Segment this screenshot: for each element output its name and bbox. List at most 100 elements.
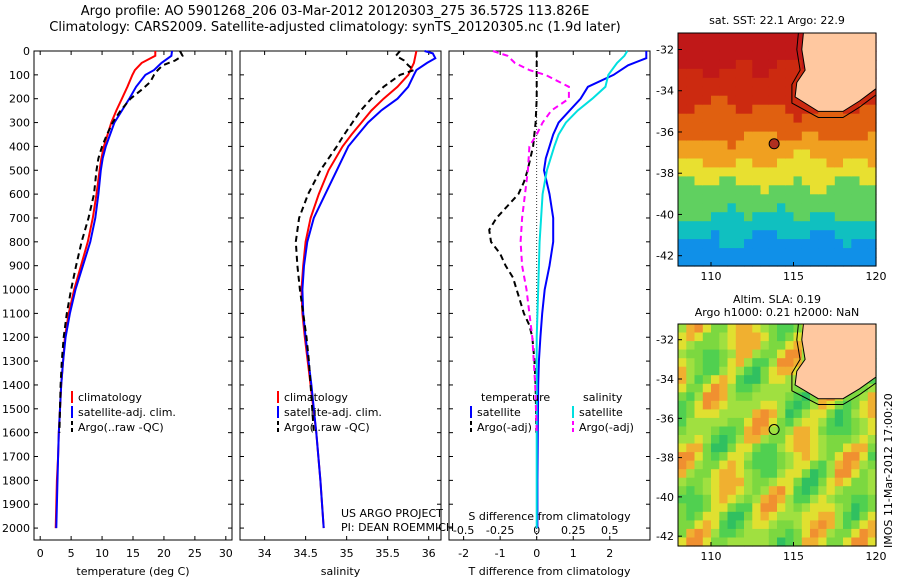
map-cell <box>859 248 869 258</box>
map-cell <box>694 59 704 70</box>
map-cell <box>810 176 819 186</box>
map-cell <box>785 452 795 462</box>
map-cell <box>752 460 762 470</box>
map-cell <box>867 392 877 402</box>
map-cell <box>785 324 795 334</box>
map-cell <box>752 383 762 393</box>
map-cell <box>801 149 811 160</box>
map-cell <box>694 221 704 231</box>
map-cell <box>744 212 753 222</box>
map-cell <box>678 86 687 97</box>
series-line-argo-raw-qc- <box>294 50 416 433</box>
map-cell <box>752 341 762 351</box>
map-cell <box>810 158 819 169</box>
map-cell <box>694 95 704 106</box>
map-cell <box>760 469 770 479</box>
map-cell <box>777 400 786 410</box>
map-cell <box>867 503 877 513</box>
map-cell <box>818 167 828 177</box>
map-cell <box>801 131 811 142</box>
map-cell <box>694 42 704 52</box>
map-cell <box>810 417 819 427</box>
map-cell <box>851 230 861 240</box>
map-cell <box>686 59 696 70</box>
map-cell <box>760 486 770 496</box>
map-cell <box>818 520 828 530</box>
map-cell <box>744 520 753 530</box>
map-cell <box>768 332 778 342</box>
map-cell <box>785 494 795 504</box>
map-cell <box>735 176 745 186</box>
y-tick-label: 1000 <box>2 284 30 297</box>
map-cell <box>760 383 770 393</box>
map-cell <box>711 409 720 419</box>
map-cell <box>818 122 828 133</box>
map-cell <box>752 486 762 496</box>
series-line-temperature-satellite <box>536 51 648 529</box>
map-cell <box>694 50 704 61</box>
map-cell <box>785 426 795 436</box>
map-cell <box>752 528 762 538</box>
map-cell <box>859 185 869 195</box>
map-cell <box>785 203 795 213</box>
map-cell <box>810 426 819 436</box>
map-cell <box>785 248 795 258</box>
map-cell <box>744 122 753 133</box>
map-cell <box>702 239 712 249</box>
map-cell <box>735 494 745 504</box>
map-cell <box>760 230 770 240</box>
map-cell <box>768 257 778 267</box>
map-cell <box>711 113 720 124</box>
series-line-climatology <box>54 51 157 529</box>
map-cell <box>711 435 720 445</box>
map-cell <box>719 203 729 213</box>
map-cell <box>719 435 729 445</box>
map-cell <box>686 503 696 513</box>
map-cell <box>818 469 828 479</box>
map-cell <box>859 176 869 186</box>
map-cell <box>735 486 745 496</box>
map-cell <box>727 59 737 70</box>
map-cell <box>727 537 737 547</box>
map-cell <box>694 443 704 453</box>
map-cell <box>834 122 844 133</box>
profile-panel-2: 34 34.5 35 35.5 36 salinity climatology satelli… <box>239 50 454 578</box>
map-cell <box>760 520 770 530</box>
map-cell <box>694 426 704 436</box>
map-cell <box>834 176 844 186</box>
series-line-temperature-argo-adj- <box>488 51 538 433</box>
x-tick-label: 1 <box>570 547 577 560</box>
map-cell <box>752 392 762 402</box>
map-cell <box>744 392 753 402</box>
map-cell <box>818 257 828 267</box>
map-cell <box>735 194 745 204</box>
map-cell <box>678 59 687 70</box>
salinity-tick-label: -0.5 <box>453 524 474 537</box>
map-cell <box>843 104 852 115</box>
shelf-contour <box>791 323 877 405</box>
map-cell <box>810 230 819 240</box>
map-cell <box>777 537 786 547</box>
map-cell <box>777 122 786 133</box>
x-tick-label: 115 <box>783 550 804 563</box>
map-cell <box>711 104 720 115</box>
map-cell <box>702 409 712 419</box>
map-cell <box>678 77 687 88</box>
map-cell <box>760 95 770 106</box>
legend-title-salinity: salinity <box>583 391 623 404</box>
map-cell <box>702 194 712 204</box>
map-cell <box>843 452 852 462</box>
map-cell <box>711 140 720 151</box>
map-cell <box>785 460 795 470</box>
map-cell <box>727 230 737 240</box>
map-cell <box>678 366 687 376</box>
map-cell <box>711 443 720 453</box>
map-cell <box>752 537 762 547</box>
map-cell <box>826 122 836 133</box>
map-cell <box>735 375 745 385</box>
x-axis-label: salinity <box>321 565 361 578</box>
map-cell <box>777 50 786 61</box>
map-cell <box>702 460 712 470</box>
map-cell <box>744 230 753 240</box>
map-cell <box>744 341 753 351</box>
